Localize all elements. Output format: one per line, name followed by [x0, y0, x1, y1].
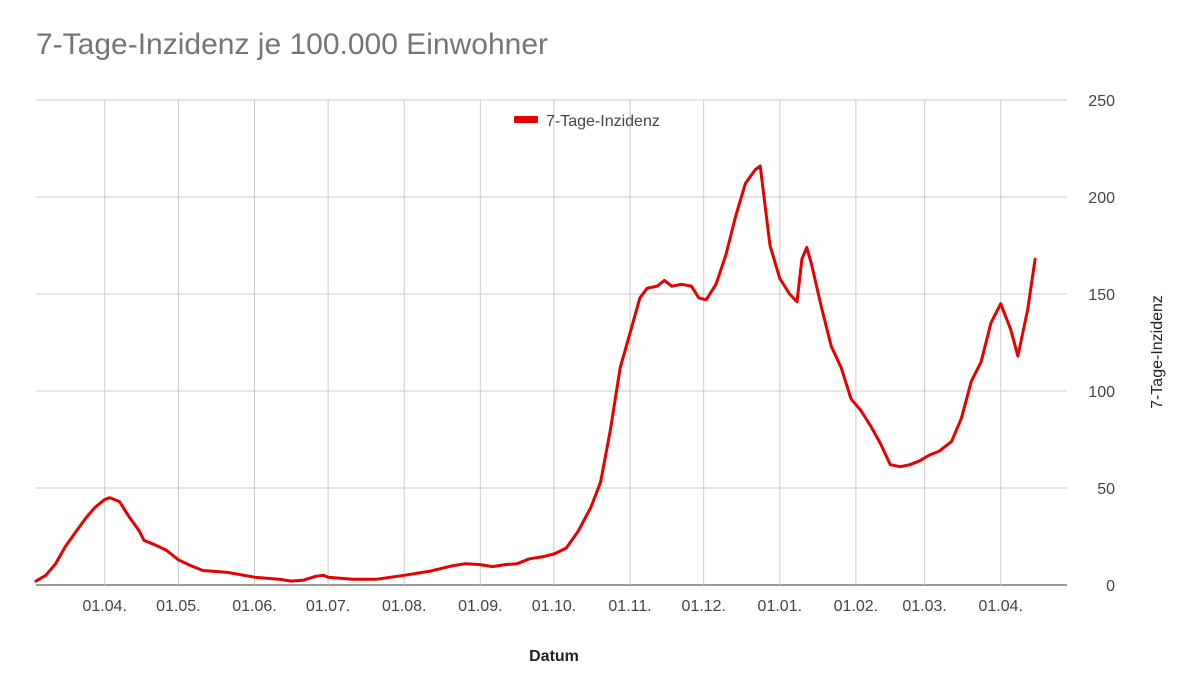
x-tick-label-5: 01.09. [458, 598, 502, 615]
legend: 7-Tage-Inzidenz [514, 113, 660, 130]
series-line-0 [34, 164, 1037, 583]
x-tick-label-8: 01.12. [681, 598, 725, 615]
legend-label: 7-Tage-Inzidenz [546, 113, 660, 130]
y-tick-label-250: 250 [1088, 93, 1115, 110]
x-tick-label-6: 01.10. [532, 598, 576, 615]
x-tick-label-3: 01.07. [306, 598, 350, 615]
x-tick-label-12: 01.04. [978, 598, 1022, 615]
legend-swatch-7-tage-inzidenz [514, 116, 538, 123]
tick-labels: 0 50 100 150 200 250 01.04. 01.05. 01.06. 01.07. 0… [82, 93, 1115, 615]
y-tick-label-200: 200 [1088, 190, 1115, 207]
x-tick-label-10: 01.02. [834, 598, 878, 615]
x-tick-label-0: 01.04. [82, 598, 126, 615]
y-tick-label-150: 150 [1088, 287, 1115, 304]
y-tick-label-0: 0 [1106, 578, 1115, 595]
y-tick-label-100: 100 [1088, 384, 1115, 401]
series-layer [34, 164, 1037, 583]
x-axis-title: Datum [529, 648, 579, 665]
chart-title: 7-Tage-Inzidenz je 100.000 Einwohner [36, 28, 549, 61]
x-tick-label-9: 01.01. [758, 598, 802, 615]
x-tick-label-2: 01.06. [232, 598, 276, 615]
y-tick-label-50: 50 [1097, 481, 1115, 498]
grid-lines [36, 99, 1067, 586]
x-tick-label-7: 01.11. [608, 598, 651, 615]
x-tick-label-4: 01.08. [382, 598, 426, 615]
y-axis-title: 7-Tage-Inzidenz [1149, 295, 1166, 409]
x-tick-label-1: 01.05. [156, 598, 200, 615]
x-tick-label-11: 01.03. [902, 598, 946, 615]
